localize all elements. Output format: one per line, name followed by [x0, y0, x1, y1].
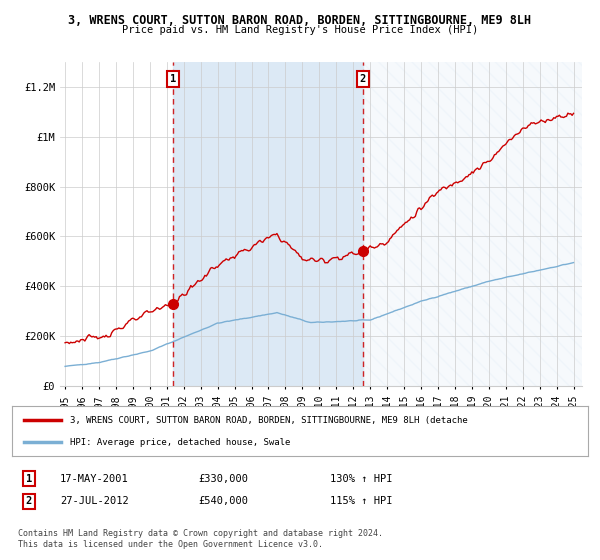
Text: 27-JUL-2012: 27-JUL-2012: [60, 496, 129, 506]
Text: £330,000: £330,000: [198, 474, 248, 484]
Bar: [363, 62, 599, 386]
Text: 3, WRENS COURT, SUTTON BARON ROAD, BORDEN, SITTINGBOURNE, ME9 8LH: 3, WRENS COURT, SUTTON BARON ROAD, BORDE…: [68, 14, 532, 27]
Text: 3, WRENS COURT, SUTTON BARON ROAD, BORDEN, SITTINGBOURNE, ME9 8LH (detache: 3, WRENS COURT, SUTTON BARON ROAD, BORDE…: [70, 416, 467, 424]
Text: 115% ↑ HPI: 115% ↑ HPI: [330, 496, 392, 506]
Text: HPI: Average price, detached house, Swale: HPI: Average price, detached house, Swal…: [70, 438, 290, 447]
Text: 2: 2: [360, 74, 366, 84]
Text: 1: 1: [170, 74, 176, 84]
Text: 130% ↑ HPI: 130% ↑ HPI: [330, 474, 392, 484]
Text: 17-MAY-2001: 17-MAY-2001: [60, 474, 129, 484]
Text: £540,000: £540,000: [198, 496, 248, 506]
Text: 2: 2: [26, 496, 32, 506]
Text: Contains HM Land Registry data © Crown copyright and database right 2024.
This d: Contains HM Land Registry data © Crown c…: [18, 529, 383, 549]
Bar: [173, 62, 363, 386]
Text: 1: 1: [26, 474, 32, 484]
Text: Price paid vs. HM Land Registry's House Price Index (HPI): Price paid vs. HM Land Registry's House …: [122, 25, 478, 35]
